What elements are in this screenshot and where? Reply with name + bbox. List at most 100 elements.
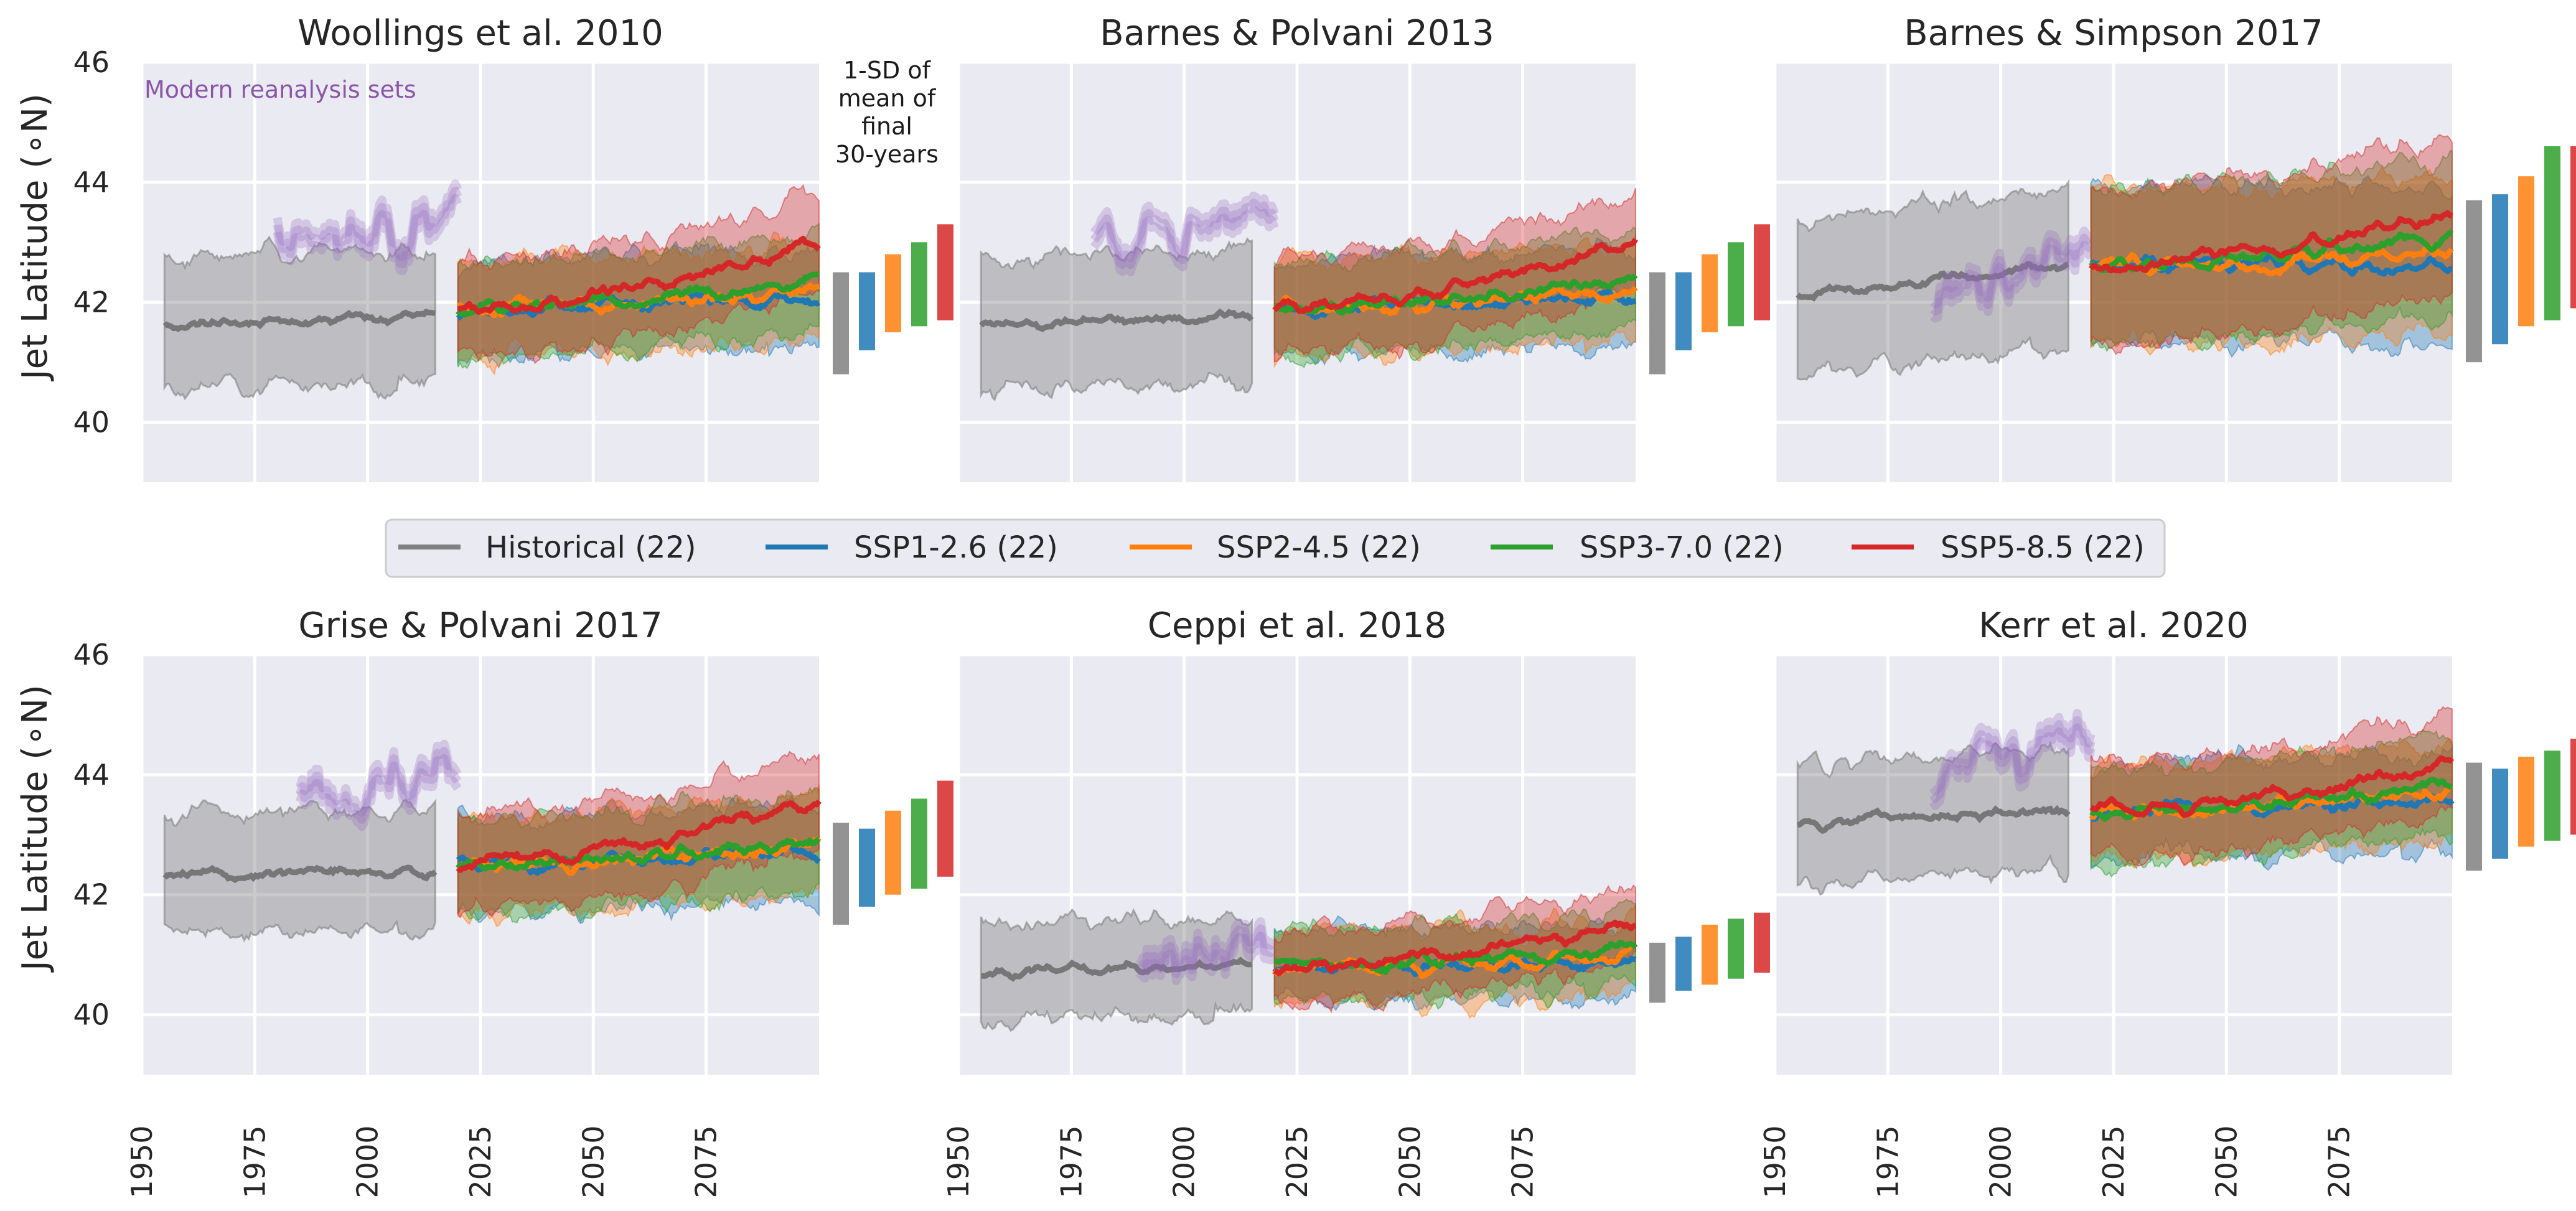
sd-bar-ssp370 [911, 798, 927, 889]
legend-label: Historical (22) [485, 530, 696, 565]
reanalysis-line [273, 179, 462, 261]
sd-bar-ssp245 [2518, 176, 2534, 327]
sd-bar-ssp126 [859, 272, 875, 350]
historical-mean-line [979, 308, 1254, 332]
panel: Woollings et al. 2010 40 42 44 46 [73, 13, 953, 482]
sd-bar-ssp245 [1702, 254, 1718, 332]
ssp370-mean-line [456, 836, 821, 872]
sd-note: 1-SD of mean of final 30-years [835, 57, 939, 168]
panel: Barnes & Polvani 2013 [957, 13, 1770, 482]
historical-mean-line [162, 864, 438, 884]
ssp126-mean-line [2089, 253, 2453, 277]
y-tick-label: 46 [73, 638, 110, 671]
x-tick-label: 2075 [1506, 1125, 1540, 1198]
ssp245-mean-line [2089, 243, 2454, 277]
x-tick-label: 2025 [1280, 1125, 1314, 1198]
reanalysis-line [1090, 191, 1279, 262]
panel-title: Barnes & Simpson 2017 [1904, 13, 2323, 54]
legend-label: SSP5-8.5 (22) [1941, 530, 2145, 565]
reanalysis-line [1929, 723, 2096, 810]
y-tick-label: 46 [73, 45, 110, 79]
sd-bar-ssp585 [2570, 146, 2576, 309]
sd-bar-ssp370 [911, 242, 927, 327]
x-tick-label: 2025 [464, 1125, 497, 1198]
sd-bar-ssp245 [885, 254, 901, 332]
panel: Barnes & Simpson 2017 [1773, 13, 2576, 482]
x-tick-label: 1975 [238, 1125, 271, 1198]
ssp585-mean-line [457, 235, 821, 315]
x-tick-label: 1950 [1758, 1125, 1792, 1198]
historical-mean-line [981, 956, 1253, 982]
sd-bar-ssp370 [1728, 919, 1744, 979]
ssp585-spread [2090, 134, 2453, 355]
sd-bar-ssp370 [2544, 146, 2560, 320]
reanalysis-line [1930, 226, 2094, 309]
reanalysis-line [296, 754, 462, 831]
legend-label: SSP1-2.6 (22) [854, 530, 1058, 565]
reanalysis-annotation: Modern reanalysis sets [144, 76, 416, 103]
ssp585-spread [457, 184, 820, 365]
reanalysis-line [1136, 917, 1278, 971]
legend-box [385, 518, 2166, 578]
historical-mean-line [1797, 805, 2071, 835]
sd-bar-ssp126 [1675, 272, 1692, 350]
legend-item-ssp245: SSP2-4.5 (22) [1130, 530, 1421, 565]
sd-note-line-4: 30-years [835, 141, 939, 168]
panel: Ceppi et al. 2018 1950 1975 2000 2025 2050 207… [942, 606, 1770, 1199]
reanalysis-line [1930, 241, 2094, 323]
ssp585-spread [1273, 884, 1636, 1014]
x-tick-label: 2000 [1984, 1125, 2018, 1198]
sd-bar-ssp585 [937, 780, 953, 877]
x-tick-label: 2075 [690, 1125, 723, 1198]
panel: Grise & Polvani 2017 40 42 44 46 1950 1975 2000… [73, 606, 953, 1199]
legend-item-ssp126: SSP1-2.6 (22) [766, 530, 1058, 565]
reanalysis-line [273, 186, 462, 268]
y-tick-label: 40 [73, 998, 110, 1032]
y-tick-label: 44 [73, 166, 110, 199]
sd-bar-ssp585 [1754, 224, 1770, 320]
x-tick-label: 2050 [2209, 1125, 2243, 1198]
sd-bar-ssp126 [859, 828, 875, 907]
reanalysis-line [273, 194, 462, 276]
historical-spread [163, 235, 436, 401]
sd-bar-historical [2466, 200, 2482, 363]
y-axis-label-top: Jet Latitude (∘N) [15, 93, 55, 381]
y-tick-label: 44 [73, 758, 110, 792]
legend-item-ssp585: SSP5-8.5 (22) [1852, 530, 2145, 565]
panel-title: Woollings et al. 2010 [297, 13, 663, 54]
ssp585-spread [457, 750, 820, 919]
sd-bar-historical [1649, 272, 1665, 375]
x-tick-label: 2025 [2097, 1125, 2130, 1198]
sd-bar-ssp126 [1675, 937, 1692, 991]
ssp585-mean-line [1272, 238, 1638, 314]
legend-label: SSP3-7.0 (22) [1580, 530, 1784, 565]
panels: Woollings et al. 2010 40 42 44 46 Barnes & Po… [73, 13, 2576, 1199]
reanalysis-line [296, 739, 462, 817]
sd-bar-historical [833, 272, 849, 375]
x-tick-label: 2075 [2323, 1125, 2356, 1198]
x-tick-label: 2050 [1393, 1125, 1426, 1198]
sd-bar-ssp370 [2544, 750, 2560, 841]
x-tick-label: 1950 [942, 1125, 975, 1198]
ssp585-mean-line [2089, 210, 2453, 274]
sd-bar-ssp370 [1728, 242, 1744, 327]
x-tick-label: 2000 [351, 1125, 385, 1198]
panel: Kerr et al. 2020 1950 1975 2000 2025 2050 2075 [1758, 606, 2576, 1199]
y-tick-label: 42 [73, 878, 110, 912]
x-tick-label: 1950 [125, 1125, 159, 1198]
reanalysis-line [1930, 233, 2094, 316]
ssp585-mean-line [1273, 919, 1637, 976]
sd-bar-ssp585 [937, 224, 953, 320]
reanalysis-line [1929, 716, 2096, 803]
panel-title: Kerr et al. 2020 [1979, 606, 2248, 646]
sd-bar-ssp585 [1754, 912, 1770, 973]
legend-item-ssp370: SSP3-7.0 (22) [1491, 530, 1784, 565]
reanalysis-line [1090, 199, 1279, 269]
ssp585-mean-line [456, 799, 822, 874]
sd-bar-ssp126 [2492, 194, 2508, 345]
ssp370-mean-line [456, 271, 820, 318]
legend: Historical (22) SSP1-2.6 (22) SSP2-4.5 (… [385, 518, 2166, 578]
y-tick-label: 42 [73, 286, 110, 319]
sd-bar-historical [833, 823, 849, 925]
panel-title: Grise & Polvani 2017 [298, 606, 662, 646]
